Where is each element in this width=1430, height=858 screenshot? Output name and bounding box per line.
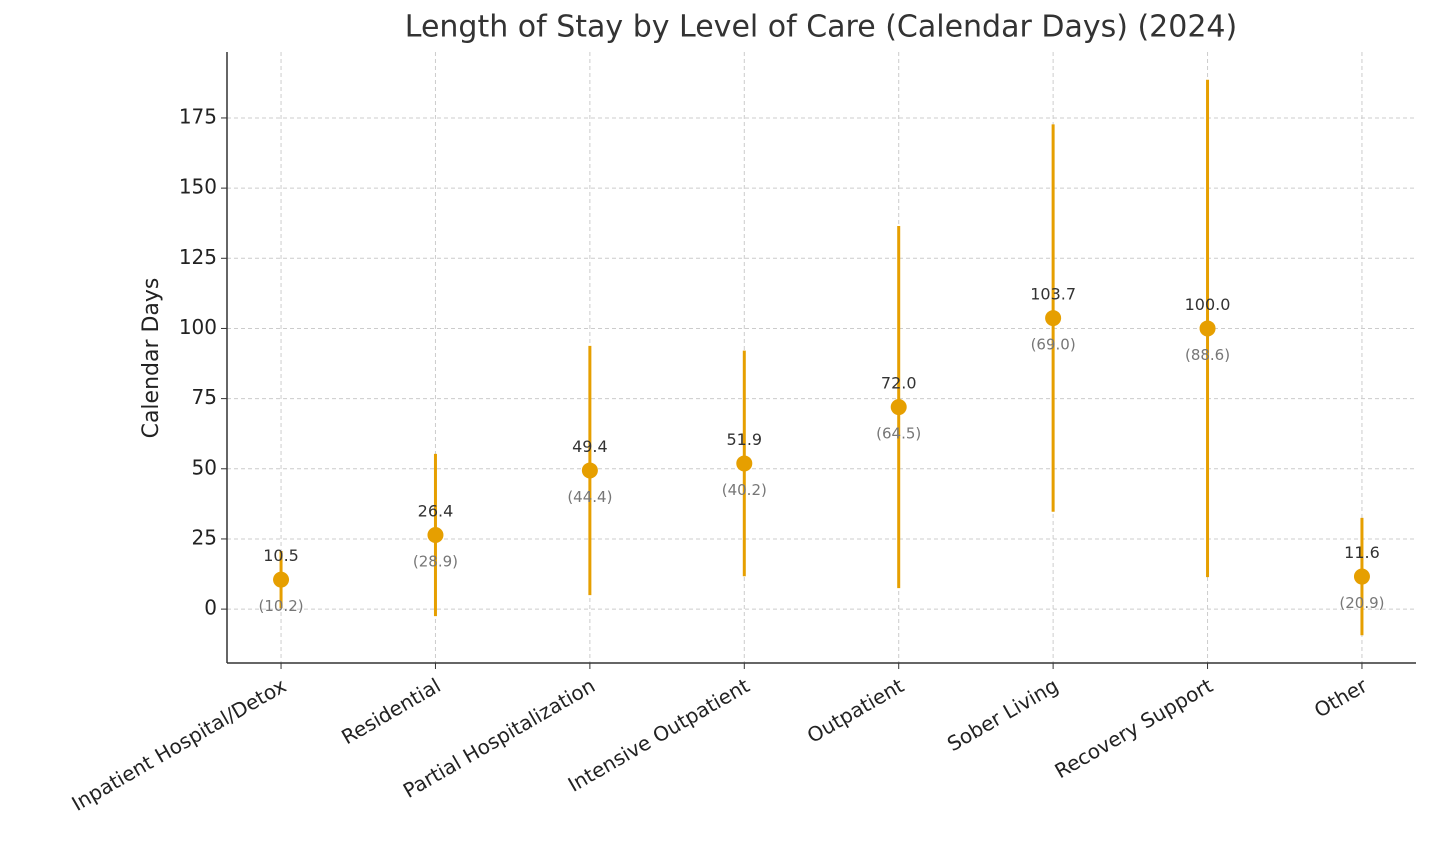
point [1045, 310, 1062, 327]
point [581, 462, 598, 479]
y-tick-label: 50 [192, 455, 217, 479]
error-label: (88.6) [1185, 346, 1230, 364]
point [890, 399, 907, 416]
value-label: 72.0 [881, 374, 917, 393]
error-label: (20.9) [1339, 594, 1384, 612]
error-label: (10.2) [258, 597, 303, 615]
x-tick-label: Other [1310, 673, 1372, 723]
value-label: 100.0 [1185, 295, 1231, 314]
value-label: 11.6 [1344, 543, 1380, 562]
y-axis-label: Calendar Days [139, 278, 164, 439]
point [427, 527, 444, 544]
point [273, 571, 290, 588]
y-tick-label: 100 [179, 315, 217, 339]
y-tick-label: 0 [204, 596, 217, 620]
chart-title: Length of Stay by Level of Care (Calenda… [405, 10, 1237, 45]
y-tick-label: 125 [179, 245, 217, 269]
value-label: 10.5 [263, 546, 299, 565]
value-label: 51.9 [726, 430, 762, 449]
error-label: (69.0) [1031, 336, 1076, 354]
y-tick-label: 75 [192, 385, 217, 409]
x-tick-label: Sober Living [943, 673, 1062, 756]
y-tick-label: 150 [179, 175, 217, 199]
y-tick-label: 25 [192, 525, 217, 549]
error-label: (44.4) [567, 488, 612, 506]
error-label: (40.2) [722, 481, 767, 499]
value-label: 103.7 [1030, 285, 1076, 304]
x-tick-label: Inpatient Hospital/Detox [67, 673, 290, 816]
x-tick-label: Residential [337, 673, 444, 749]
value-label: 26.4 [418, 502, 454, 521]
x-tick-label: Recovery Support [1051, 673, 1217, 783]
point [736, 455, 753, 472]
point [1199, 320, 1216, 337]
error-label: (64.5) [876, 425, 921, 443]
value-label: 49.4 [572, 437, 608, 456]
error-label: (28.9) [413, 553, 458, 571]
x-tick-label: Outpatient [803, 673, 908, 748]
point [1353, 568, 1370, 585]
y-tick-label: 175 [179, 104, 217, 128]
